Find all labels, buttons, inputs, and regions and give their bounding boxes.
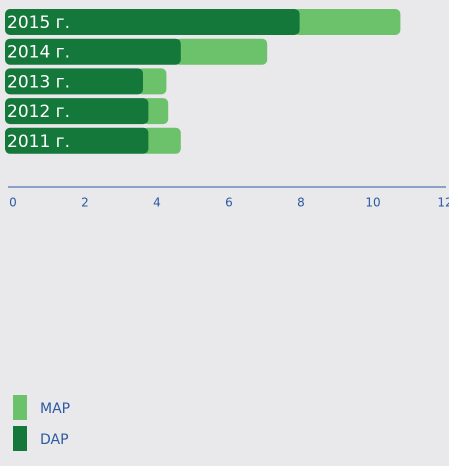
x-tick-label: 10	[365, 196, 380, 210]
bar-segment	[293, 9, 401, 35]
bar-segment	[5, 38, 181, 65]
legend-label: MAP	[40, 401, 70, 417]
bar-segment	[174, 38, 268, 65]
category-label: 2015 г.	[7, 13, 70, 33]
legend-label: DAP	[40, 432, 69, 448]
x-tick-label: 12	[437, 196, 449, 210]
category-label: 2012 г.	[7, 102, 70, 122]
x-tick-label: 0	[9, 196, 17, 210]
x-tick-label: 2	[81, 196, 89, 210]
bar-segment	[5, 98, 149, 125]
bar-segment	[5, 68, 143, 95]
x-tick-label: 6	[225, 196, 233, 210]
category-label: 2011 г.	[7, 132, 70, 152]
bar-segment	[142, 98, 169, 125]
category-label: 2013 г.	[7, 72, 70, 92]
bar-segment	[5, 127, 149, 154]
bar-segment	[142, 127, 181, 154]
category-label: 2014 г.	[7, 43, 70, 63]
x-tick-label: 8	[297, 196, 305, 210]
bar-segment	[5, 9, 300, 35]
legend-swatch	[13, 395, 27, 420]
legend-swatch	[13, 426, 27, 451]
x-tick-label: 4	[153, 196, 161, 210]
bar-segment	[137, 68, 167, 95]
